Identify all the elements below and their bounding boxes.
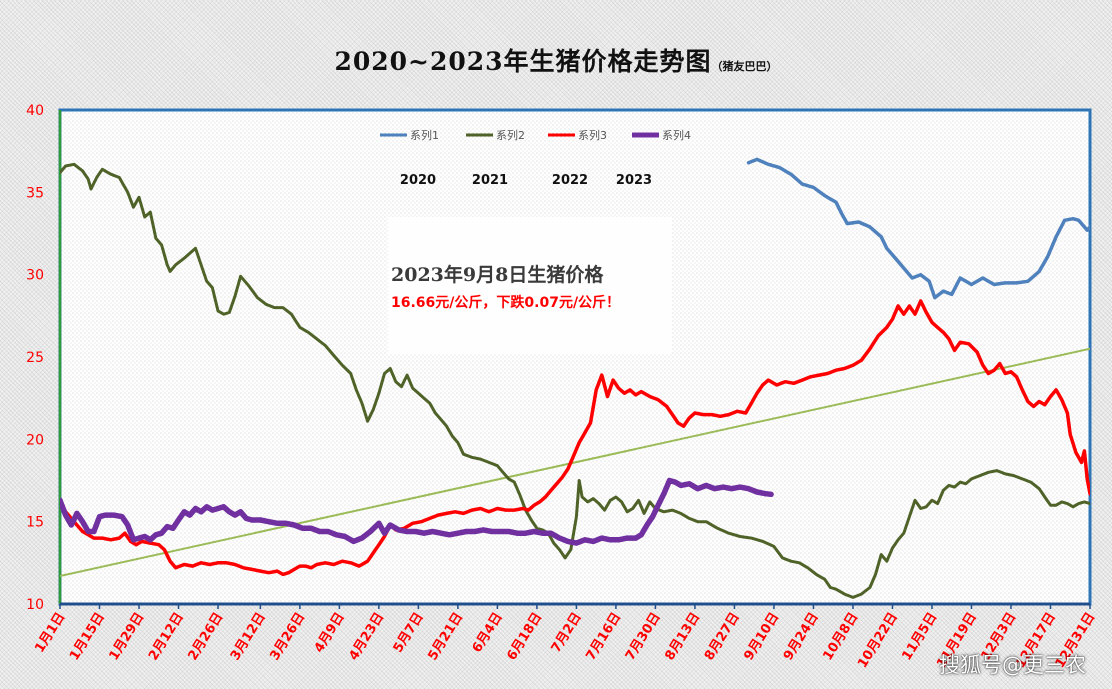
legend-label-2: 系列2: [496, 128, 525, 142]
watermark: 搜狐号@更三农: [939, 653, 1086, 677]
x-tick-label: 5月7日: [391, 610, 427, 655]
x-tick-label: 4月23日: [346, 610, 387, 663]
y-tick-label: 30: [26, 268, 44, 284]
x-tick-label: 4月9日: [312, 610, 348, 655]
year-label: 2020: [400, 173, 436, 188]
x-tick-label: 6月18日: [504, 610, 545, 663]
x-tick-label: 7月30日: [623, 610, 664, 663]
year-label: 2022: [552, 173, 588, 188]
y-tick-label: 15: [26, 515, 44, 531]
year-label: 2021: [472, 173, 508, 188]
annotation-title: 2023年9月8日生猪价格: [391, 263, 604, 286]
series-line-2: [60, 162, 1090, 599]
year-label: 2023: [616, 173, 652, 188]
series-line-3: [60, 299, 1090, 577]
x-tick-label: 7月2日: [549, 610, 585, 655]
series-line-4: [60, 477, 774, 546]
x-tick-label: 2月26日: [186, 610, 227, 663]
x-tick-label: 7月16日: [583, 610, 624, 663]
legend-label-3: 系列3: [578, 128, 607, 142]
y-tick-label: 40: [26, 103, 44, 119]
y-tick-label: 20: [26, 432, 44, 448]
x-tick-label: 8月13日: [662, 610, 703, 663]
legend-label-1: 系列1: [410, 128, 439, 142]
y-tick-label: 35: [26, 185, 44, 201]
y-tick-label: 25: [26, 350, 44, 366]
x-tick-label: 1月29日: [107, 610, 148, 663]
x-tick-label: 6月4日: [470, 610, 506, 655]
x-tick-label: 1月15日: [67, 610, 108, 663]
x-tick-label: 2月12日: [146, 610, 187, 663]
x-tick-label: 5月21日: [425, 610, 466, 663]
x-tick-label: 1月1日: [32, 610, 68, 655]
y-tick-label: 10: [26, 597, 44, 613]
x-tick-label: 3月12日: [228, 610, 269, 663]
annotation-subtitle: 16.66元/公斤，下跌0.07元/公斤！: [391, 294, 620, 311]
x-tick-label: 8月27日: [702, 610, 743, 663]
x-tick-label: 11月5日: [899, 610, 940, 663]
legend-label-4: 系列4: [662, 128, 691, 142]
x-tick-label: 9月24日: [781, 610, 822, 663]
annotation-box: [388, 217, 672, 354]
chart-title: 2020~2023年生猪价格走势图（猪友巴巴）: [334, 47, 778, 76]
x-tick-label: 3月26日: [267, 610, 308, 663]
trendline: [60, 347, 1090, 577]
series-line-1: [746, 157, 1090, 300]
chart-title-note: （猪友巴巴）: [711, 60, 778, 73]
x-tick-label: 10月22日: [855, 610, 901, 671]
x-tick-label: 9月10日: [741, 610, 782, 663]
x-tick-label: 10月8日: [820, 610, 861, 663]
